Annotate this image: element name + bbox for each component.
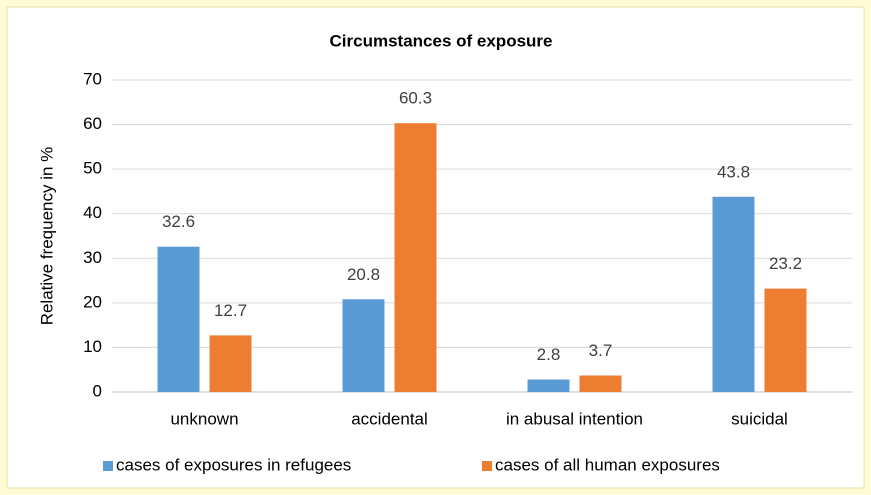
data-label: 20.8: [347, 265, 380, 284]
chart-title: Circumstances of exposure: [330, 31, 553, 50]
legend-label: cases of exposures in refugees: [116, 455, 351, 474]
x-tick-label: in abusal intention: [506, 409, 643, 428]
data-label: 23.2: [769, 254, 802, 273]
legend-swatch: [482, 461, 492, 471]
y-tick-label: 10: [83, 337, 102, 356]
data-label: 32.6: [162, 212, 195, 231]
data-label: 3.7: [589, 341, 613, 360]
y-tick-label: 20: [83, 292, 102, 311]
legend-label: cases of all human exposures: [495, 455, 720, 474]
y-tick-label: 70: [83, 69, 102, 88]
bar: [764, 288, 807, 392]
y-tick-label: 50: [83, 159, 102, 178]
x-tick-label: unknown: [170, 409, 238, 428]
y-axis-label: Relative frequency in %: [37, 147, 56, 326]
data-label: 2.8: [537, 345, 561, 364]
bar: [527, 379, 570, 392]
bar: [394, 123, 437, 392]
bar: [342, 299, 385, 392]
data-label: 12.7: [214, 301, 247, 320]
bar: [579, 375, 622, 392]
data-label: 60.3: [399, 89, 432, 108]
x-tick-label: accidental: [351, 409, 428, 428]
data-label: 43.8: [717, 162, 750, 181]
y-tick-label: 60: [83, 114, 102, 133]
y-tick-label: 40: [83, 203, 102, 222]
x-tick-label: suicidal: [731, 409, 788, 428]
y-tick-label: 0: [93, 381, 102, 400]
bar: [712, 196, 755, 392]
bar: [157, 246, 200, 392]
bar: [209, 335, 252, 392]
legend-swatch: [103, 461, 113, 471]
y-tick-label: 30: [83, 248, 102, 267]
